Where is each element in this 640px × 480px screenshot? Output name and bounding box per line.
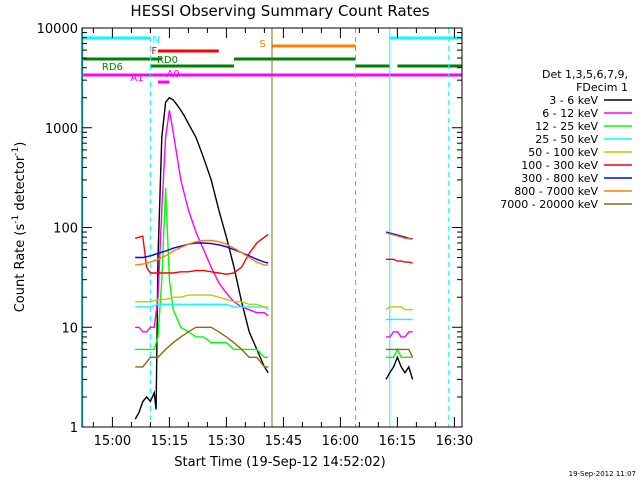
- legend-item: 800 - 7000 keV: [514, 185, 632, 198]
- y-tick-label: 10000: [37, 22, 78, 37]
- legend-label: 12 - 25 keV: [535, 120, 598, 133]
- series-line: [135, 239, 269, 266]
- x-tick: 15:45: [265, 28, 302, 449]
- y-axis-label-sup1: -1: [11, 215, 21, 224]
- y-axis-label-part2: detector: [13, 155, 28, 215]
- flag-label: S: [259, 39, 265, 50]
- series-6: [135, 233, 413, 275]
- series-line: [386, 348, 414, 358]
- flag-f: F: [151, 46, 219, 57]
- flag-label: A1: [130, 73, 143, 84]
- timestamp: 19-Sep-2012 11:07: [569, 470, 636, 478]
- x-tick-label: 15:45: [265, 434, 302, 449]
- x-tick-label: 16:30: [436, 434, 473, 449]
- series-7: [135, 231, 413, 264]
- series-8: [135, 232, 413, 266]
- series-line: [385, 355, 414, 380]
- series-9: [135, 326, 414, 368]
- series-line: [135, 242, 269, 264]
- series-group: [134, 96, 414, 420]
- y-tick-label: 1000: [45, 122, 78, 137]
- flag-label: RD0: [157, 55, 178, 66]
- legend-item: 25 - 50 keV: [535, 133, 632, 146]
- legend-label: 6 - 12 keV: [542, 107, 598, 120]
- series-line: [135, 187, 269, 358]
- flag-label: RD6: [102, 62, 123, 73]
- x-tick-label: 16:15: [379, 434, 416, 449]
- series-line: [385, 306, 413, 311]
- series-3: [135, 187, 413, 358]
- legend-label: 25 - 50 keV: [535, 133, 598, 146]
- y-tick-label: 100: [53, 222, 78, 237]
- y-tick: 10: [61, 321, 462, 336]
- series-line: [135, 303, 269, 311]
- y-tick: 10000: [37, 22, 462, 37]
- legend-item: 7000 - 20000 keV: [500, 198, 632, 211]
- x-tick: 15:30: [208, 28, 245, 449]
- x-tick: 16:00: [322, 28, 359, 449]
- series-line: [386, 347, 413, 358]
- flag-label: A0: [167, 69, 180, 80]
- legend-label: 7000 - 20000 keV: [500, 198, 598, 211]
- x-tick-label: 15:30: [208, 434, 245, 449]
- legend-header: Det 1,3,5,6,7,9,: [542, 68, 628, 81]
- series-line: [135, 110, 269, 333]
- legend-label: 300 - 800 keV: [521, 172, 598, 185]
- chart-title: HESSI Observing Summary Count Rates: [130, 2, 429, 20]
- series-line: [135, 326, 269, 368]
- legend-item: 100 - 300 keV: [521, 159, 632, 172]
- legend-item: 50 - 100 keV: [528, 146, 632, 159]
- axes: 15:00 15:15 15:30 15:45 16:00 16:15 16:30 1 10 10…: [37, 22, 473, 449]
- x-axis-label: Start Time (19-Sep-12 14:52:02): [174, 455, 385, 470]
- series-5: [135, 294, 413, 311]
- x-tick: 16:15: [379, 28, 416, 449]
- legend-header: FDecim 1: [576, 81, 628, 94]
- x-tick: 15:15: [151, 28, 188, 449]
- flag-s: S: [259, 39, 356, 50]
- flag-rd0: RD0: [82, 55, 356, 66]
- series-1: [134, 96, 414, 420]
- flag-rd6: RD6: [102, 62, 462, 73]
- y-axis-label-part1: Count Rate (s: [13, 224, 28, 313]
- legend-label: 800 - 7000 keV: [514, 185, 598, 198]
- series-line: [135, 233, 269, 275]
- legend-item: 3 - 6 keV: [549, 94, 632, 107]
- legend-item: 12 - 25 keV: [535, 120, 632, 133]
- x-tick: 15:00: [94, 28, 131, 449]
- flag-a0: A0: [158, 69, 180, 84]
- series-2: [135, 110, 413, 338]
- flag-n: N: [82, 35, 462, 46]
- series-4: [135, 303, 413, 321]
- series-line: [134, 96, 269, 420]
- x-tick-label: 16:00: [322, 434, 359, 449]
- y-tick: 1: [70, 421, 462, 436]
- x-tick-label: 15:15: [151, 434, 188, 449]
- x-tick: 16:30: [436, 28, 473, 449]
- y-tick: 100: [53, 222, 462, 237]
- legend-item: 6 - 12 keV: [542, 107, 632, 120]
- series-line: [386, 258, 413, 264]
- legend-label: 50 - 100 keV: [528, 146, 598, 159]
- flag-label: F: [151, 46, 157, 57]
- legend-label: 3 - 6 keV: [549, 94, 598, 107]
- series-line: [385, 232, 413, 241]
- y-tick-label: 10: [61, 321, 78, 336]
- series-line: [386, 331, 413, 338]
- flag-label: N: [152, 35, 159, 46]
- y-axis-label-part3: ): [13, 142, 28, 147]
- y-axis-label: Count Rate (s-1 detector-1): [11, 142, 28, 313]
- series-line: [135, 294, 269, 308]
- legend-item: 300 - 800 keV: [521, 172, 632, 185]
- y-axis-label-sup2: -1: [11, 147, 21, 156]
- x-tick-label: 15:00: [94, 434, 131, 449]
- legend-label: 100 - 300 keV: [521, 159, 598, 172]
- y-tick-label: 1: [70, 421, 78, 436]
- y-tick: 1000: [45, 122, 462, 137]
